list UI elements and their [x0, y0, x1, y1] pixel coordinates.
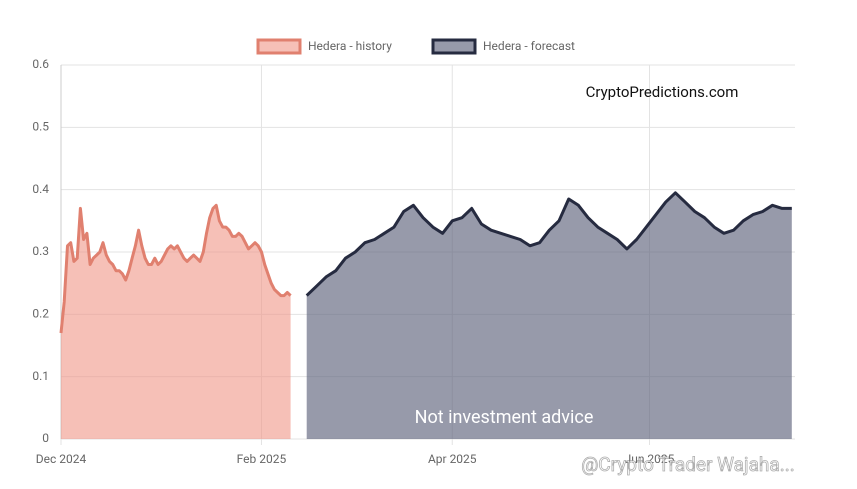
watermark-handle: @Crypto Trader Wajaha... — [581, 453, 794, 476]
y-tick-label: 0.1 — [32, 369, 49, 383]
x-tick-label: Feb 2025 — [237, 452, 287, 466]
x-tick-label: Apr 2025 — [428, 452, 477, 466]
legend-label: Hedera - history — [308, 39, 392, 53]
area-fill — [306, 192, 792, 439]
labels: 0 0.1 0.2 0.3 0.4 0.5 0.6 Dec 2024 Feb 2025 Apr 2… — [32, 57, 674, 466]
x-tick-label: Dec 2024 — [36, 452, 87, 466]
area-fill — [61, 205, 291, 439]
y-tick-label: 0.6 — [32, 57, 49, 71]
watermark: CryptoPredictions.com — [586, 83, 739, 101]
area-line — [305, 191, 792, 297]
legend-label: Hedera - forecast — [483, 39, 575, 53]
y-tick-label: 0.2 — [32, 307, 49, 321]
x-tick-label: Jun 2025 — [625, 452, 675, 466]
y-tick-label: 0.5 — [32, 120, 49, 134]
plot — [59, 191, 792, 439]
disclaimer: Not investment advice — [415, 407, 594, 428]
y-tick-label: 0.4 — [32, 182, 49, 196]
y-tick-label: 0.3 — [32, 244, 49, 258]
legend-swatch — [431, 38, 477, 55]
legend: Hedera - history Hedera - forecast — [256, 38, 575, 55]
area-line — [59, 203, 292, 334]
y-tick-label: 0 — [42, 431, 49, 445]
legend-swatch — [256, 38, 302, 55]
